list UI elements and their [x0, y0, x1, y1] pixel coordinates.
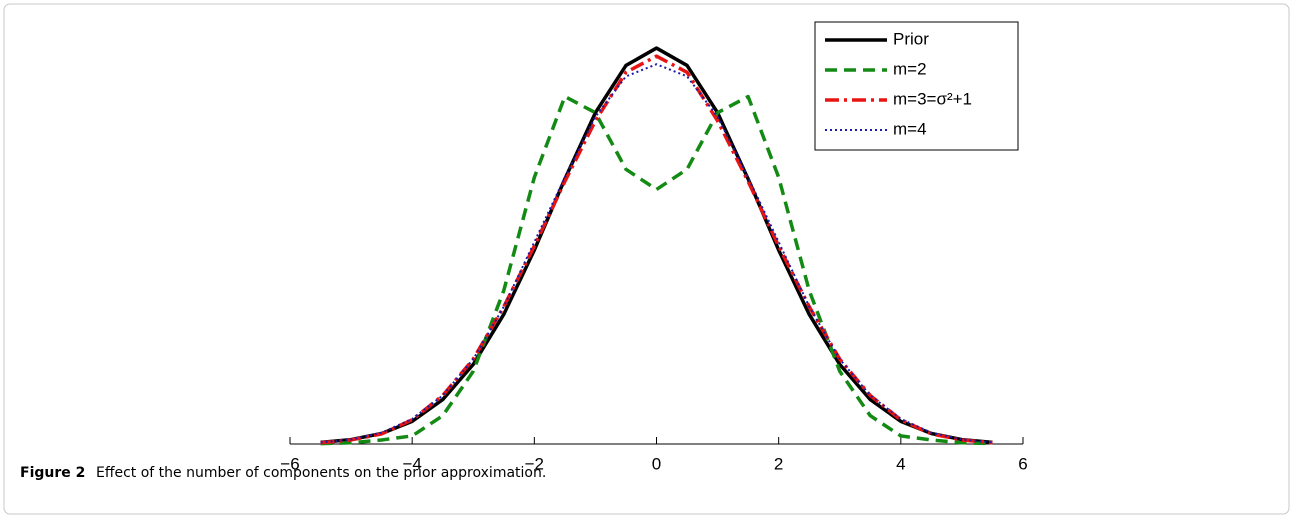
x-tick-label: 4 — [896, 454, 905, 473]
legend-box — [814, 21, 1019, 151]
legend-label: m=3=σ²+1 — [893, 89, 972, 108]
x-tick-label: −6 — [280, 454, 299, 473]
x-tick-label: −4 — [402, 454, 421, 473]
series-line — [320, 63, 993, 444]
legend-label: m=2 — [893, 59, 927, 78]
legend-label: m=4 — [893, 119, 927, 138]
x-tick-label: 0 — [652, 454, 661, 473]
caption-text: Effect of the number of components on th… — [96, 465, 546, 481]
caption-label: Figure 2 — [20, 465, 85, 481]
figure-frame — [3, 3, 1290, 515]
x-tick-label: 6 — [1018, 454, 1027, 473]
legend-label: Prior — [893, 29, 929, 48]
x-tick-label: −2 — [525, 454, 544, 473]
series-line — [320, 46, 993, 445]
series-line — [320, 94, 993, 446]
x-tick-label: 2 — [774, 454, 783, 473]
